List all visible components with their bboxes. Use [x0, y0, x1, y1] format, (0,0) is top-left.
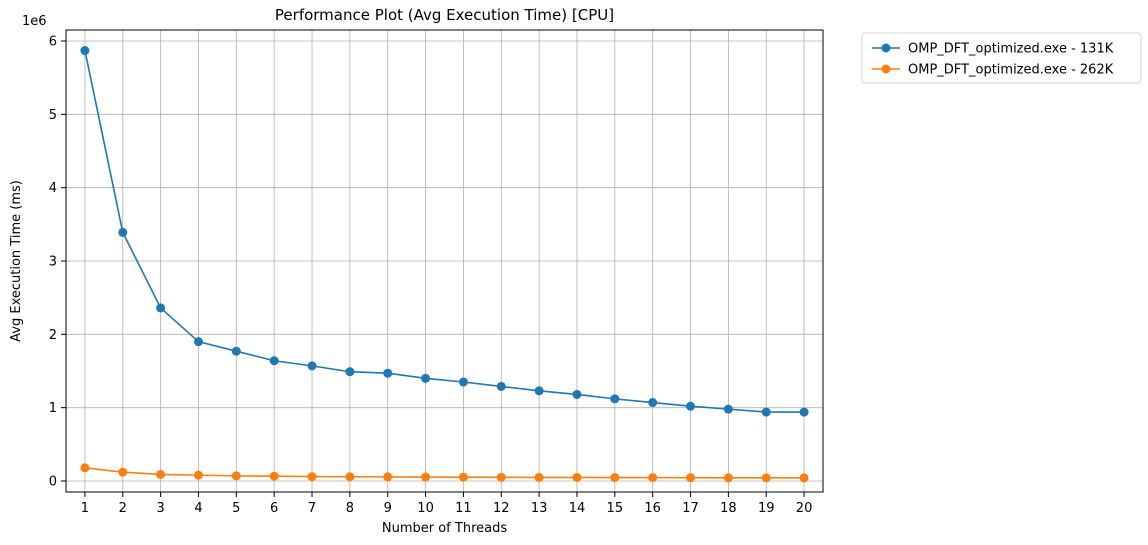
- data-point: [80, 463, 90, 473]
- y-ticks: 0 1 2 3 4 5 6: [49, 35, 66, 490]
- data-point: [610, 473, 620, 483]
- data-point: [231, 471, 241, 481]
- legend-label: OMP_DFT_optimized.exe - 131K: [908, 42, 1114, 57]
- y-offset-label: 1e6: [22, 14, 47, 29]
- y-tick-label: 1: [49, 401, 57, 416]
- data-point: [193, 470, 203, 480]
- legend-box: [861, 32, 1142, 84]
- x-tick-label: 4: [194, 501, 202, 516]
- data-point: [723, 404, 733, 414]
- series-line: [84, 467, 805, 479]
- data-point: [648, 398, 658, 408]
- legend-marker: [881, 64, 891, 74]
- x-tick-label: 5: [232, 501, 240, 516]
- x-tick-label: 2: [119, 501, 127, 516]
- data-point: [421, 472, 431, 482]
- y-axis-label: Avg Execution Time (ms): [9, 180, 24, 342]
- x-tick-label: 8: [346, 501, 354, 516]
- y-tick-label: 3: [49, 255, 57, 270]
- x-tick-label: 7: [308, 501, 316, 516]
- x-tick-label: 12: [493, 501, 510, 516]
- data-point: [534, 472, 544, 482]
- data-point: [686, 473, 696, 483]
- data-point: [458, 377, 468, 387]
- series-line: [84, 50, 805, 413]
- data-point: [799, 473, 809, 483]
- legend-marker: [881, 43, 891, 53]
- data-point: [156, 469, 166, 479]
- data-point: [610, 394, 620, 404]
- data-point: [458, 472, 468, 482]
- data-point: [799, 407, 809, 417]
- data-point: [496, 381, 506, 391]
- data-point: [761, 473, 771, 483]
- x-tick-label: 16: [644, 501, 661, 516]
- x-tick-label: 11: [455, 501, 472, 516]
- y-tick-label: 4: [49, 181, 57, 196]
- series-layer: [80, 46, 809, 483]
- data-point: [118, 467, 128, 477]
- data-point: [345, 367, 355, 377]
- x-tick-label: 1: [81, 501, 89, 516]
- x-tick-label: 15: [607, 501, 624, 516]
- data-point: [193, 337, 203, 347]
- x-tick-label: 14: [569, 501, 586, 516]
- x-tick-label: 18: [720, 501, 737, 516]
- series-1: [80, 46, 809, 417]
- data-point: [572, 389, 582, 399]
- x-tick-label: 6: [270, 501, 278, 516]
- data-point: [686, 401, 696, 411]
- data-point: [534, 386, 544, 396]
- data-point: [307, 361, 317, 371]
- x-tick-label: 13: [531, 501, 548, 516]
- y-tick-label: 5: [49, 108, 57, 123]
- data-point: [572, 472, 582, 482]
- data-point: [307, 472, 317, 482]
- x-axis-label: Number of Threads: [382, 521, 507, 536]
- x-tick-label: 10: [417, 501, 434, 516]
- data-point: [80, 46, 90, 56]
- data-point: [269, 471, 279, 481]
- legend-item: OMP_DFT_optimized.exe - 131K: [872, 42, 1114, 57]
- series-2: [80, 463, 809, 483]
- grid: [66, 30, 823, 492]
- chart-title: Performance Plot (Avg Execution Time) [C…: [275, 6, 614, 24]
- y-tick-label: 0: [49, 475, 57, 490]
- y-tick-label: 6: [49, 35, 57, 50]
- x-ticks: 1 2 3 4 5 6 7 8 9 10 11 12 13 14 15 16 17 18 19 20: [81, 492, 813, 516]
- x-tick-label: 19: [758, 501, 775, 516]
- data-point: [723, 473, 733, 483]
- x-tick-label: 3: [156, 501, 164, 516]
- x-tick-label: 17: [682, 501, 699, 516]
- data-point: [421, 373, 431, 383]
- data-point: [345, 472, 355, 482]
- data-point: [231, 346, 241, 356]
- x-tick-label: 20: [796, 501, 813, 516]
- data-point: [383, 472, 393, 482]
- legend-label: OMP_DFT_optimized.exe - 262K: [908, 63, 1114, 78]
- legend: OMP_DFT_optimized.exe - 131K OMP_DFT_opti…: [861, 32, 1142, 84]
- data-point: [648, 473, 658, 483]
- data-point: [118, 227, 128, 237]
- data-point: [761, 407, 771, 417]
- data-point: [383, 368, 393, 378]
- x-tick-label: 9: [384, 501, 392, 516]
- y-tick-label: 2: [49, 328, 57, 343]
- legend-item: OMP_DFT_optimized.exe - 262K: [872, 63, 1114, 78]
- data-point: [496, 472, 506, 482]
- data-point: [269, 356, 279, 366]
- data-point: [156, 303, 166, 313]
